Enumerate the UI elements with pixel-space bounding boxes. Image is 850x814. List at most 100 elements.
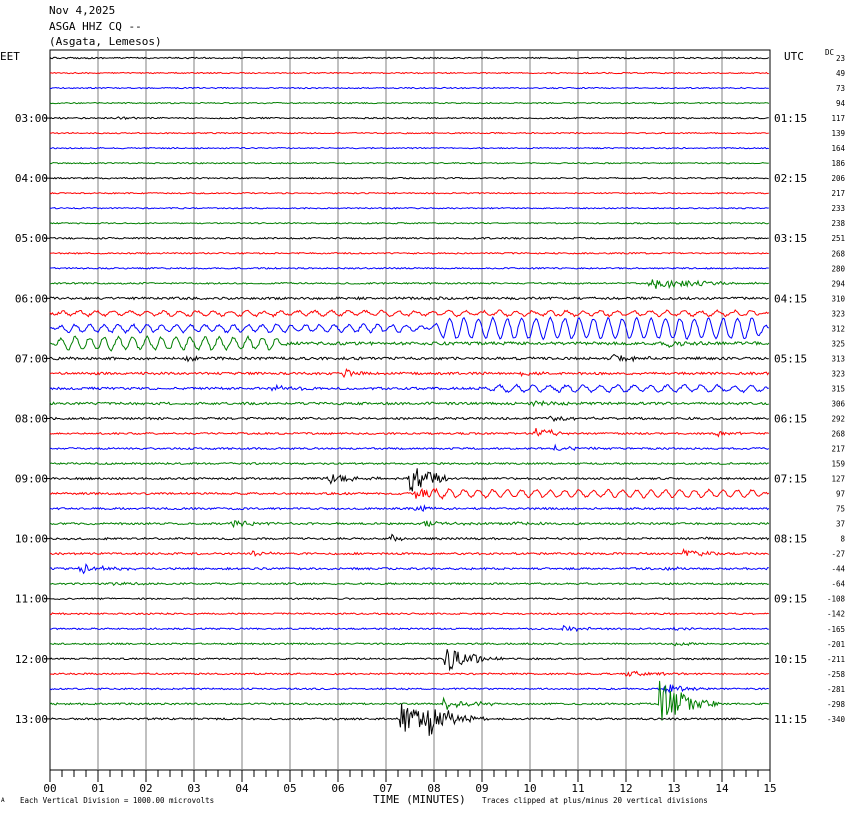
- trace-38: [49, 624, 769, 633]
- trace-2: [50, 86, 769, 90]
- trace-23: [49, 400, 769, 408]
- trace-0: [49, 56, 770, 60]
- right-hour-label: 07:15: [774, 473, 807, 486]
- trace-28: [50, 468, 770, 492]
- right-hour-label: 02:15: [774, 172, 807, 185]
- trace-27: [49, 461, 769, 466]
- trace-22: [49, 383, 769, 394]
- dc-offset-value: -211: [827, 655, 845, 664]
- trace-35: [49, 581, 769, 586]
- x-tick-label: 07: [379, 782, 392, 795]
- trace-10: [49, 206, 769, 210]
- dc-offset-value: -258: [827, 670, 846, 679]
- dc-offset-value: 268: [831, 430, 845, 439]
- plot-frame: [49, 49, 771, 771]
- trace-26: [49, 443, 770, 451]
- trace-12: [49, 236, 769, 240]
- station-code: ASGA HHZ CQ --: [49, 20, 142, 33]
- dc-offset-value: -340: [827, 715, 846, 724]
- dc-offset-value: 310: [831, 294, 845, 303]
- dc-offset-value: 292: [831, 414, 845, 423]
- dc-offset-value: 37: [836, 520, 845, 529]
- dc-offset-value: 97: [836, 490, 845, 499]
- trace-25: [49, 427, 769, 438]
- right-timezone-label: UTC: [784, 50, 804, 63]
- right-hour-label: 03:15: [774, 232, 807, 245]
- right-hour-label: 11:15: [774, 713, 807, 726]
- dc-offset-value: 75: [836, 505, 845, 514]
- corner-mark: A: [1, 797, 5, 804]
- right-hour-label: 05:15: [774, 352, 807, 365]
- x-tick-label: 06: [331, 782, 344, 795]
- dc-offset-value: -64: [831, 580, 845, 589]
- x-tick-label: 08: [427, 782, 440, 795]
- dc-offset-value: -27: [831, 550, 845, 559]
- trace-11: [49, 221, 770, 225]
- left-hour-label: 04:00: [15, 172, 48, 185]
- dc-offset-value: 73: [836, 84, 845, 93]
- trace-16: [49, 296, 769, 301]
- dc-offset-value: 217: [831, 189, 845, 198]
- trace-42: [49, 684, 769, 695]
- trace-13: [49, 251, 769, 255]
- trace-3: [49, 101, 770, 105]
- dc-offset-value: 306: [831, 399, 845, 408]
- trace-5: [49, 131, 769, 135]
- trace-36: [49, 597, 770, 601]
- left-hour-label: 06:00: [15, 292, 48, 305]
- right-hour-label: 06:15: [774, 412, 807, 425]
- dc-offset-value: 323: [831, 369, 845, 378]
- trace-43: [49, 680, 769, 721]
- dc-offset-value: 217: [831, 445, 845, 454]
- trace-8: [49, 176, 769, 180]
- dc-offset-value: 323: [831, 309, 845, 318]
- dc-offset-value: 127: [831, 475, 845, 484]
- left-hour-label: 13:00: [15, 713, 48, 726]
- x-tick-label: 01: [91, 782, 104, 795]
- trace-9: [49, 191, 769, 195]
- trace-37: [49, 612, 769, 616]
- right-hour-label: 09:15: [774, 593, 807, 606]
- dc-offset-value: 117: [831, 114, 845, 123]
- dc-offset-value: 94: [836, 99, 846, 108]
- x-tick-label: 11: [571, 782, 584, 795]
- left-timezone-label: EET: [0, 50, 20, 63]
- trace-40: [49, 649, 769, 672]
- right-hour-label: 04:15: [774, 292, 807, 305]
- left-hour-label: 11:00: [15, 593, 48, 606]
- dc-offset-value: 233: [831, 204, 845, 213]
- x-axis-title: TIME (MINUTES): [373, 793, 466, 806]
- dc-offset-value: 325: [831, 339, 845, 348]
- x-tick-label: 09: [475, 782, 488, 795]
- trace-18: [49, 316, 770, 341]
- dc-offset-value: 8: [840, 535, 845, 544]
- trace-6: [49, 146, 769, 150]
- trace-21: [49, 368, 770, 379]
- dc-offset-value: -298: [827, 700, 846, 709]
- left-hour-label: 09:00: [15, 473, 48, 486]
- trace-32: [49, 533, 770, 542]
- trace-41: [49, 670, 770, 677]
- x-tick-label: 10: [523, 782, 536, 795]
- x-tick-label: 14: [715, 782, 729, 795]
- dc-offset-value: 23: [836, 54, 845, 63]
- right-hour-label: 01:15: [774, 112, 807, 125]
- right-hour-label: 10:15: [774, 653, 807, 666]
- trace-31: [49, 520, 770, 529]
- x-tick-label: 04: [235, 782, 249, 795]
- trace-1: [49, 71, 769, 75]
- trace-39: [49, 641, 770, 647]
- x-tick-label: 12: [619, 782, 632, 795]
- right-hour-label: 08:15: [774, 533, 807, 546]
- dc-offset-value: 238: [831, 219, 845, 228]
- trace-24: [49, 415, 770, 423]
- scale-note: Each Vertical Division = 1000.00 microvo…: [20, 796, 215, 805]
- x-tick-label: 02: [139, 782, 152, 795]
- station-location: (Asgata, Lemesos): [49, 35, 162, 48]
- dc-offset-value: 186: [831, 159, 845, 168]
- left-hour-label: 07:00: [15, 352, 48, 365]
- x-tick-label: 03: [187, 782, 200, 795]
- dc-offset-value: 49: [836, 69, 845, 78]
- dc-offset-value: -281: [827, 685, 845, 694]
